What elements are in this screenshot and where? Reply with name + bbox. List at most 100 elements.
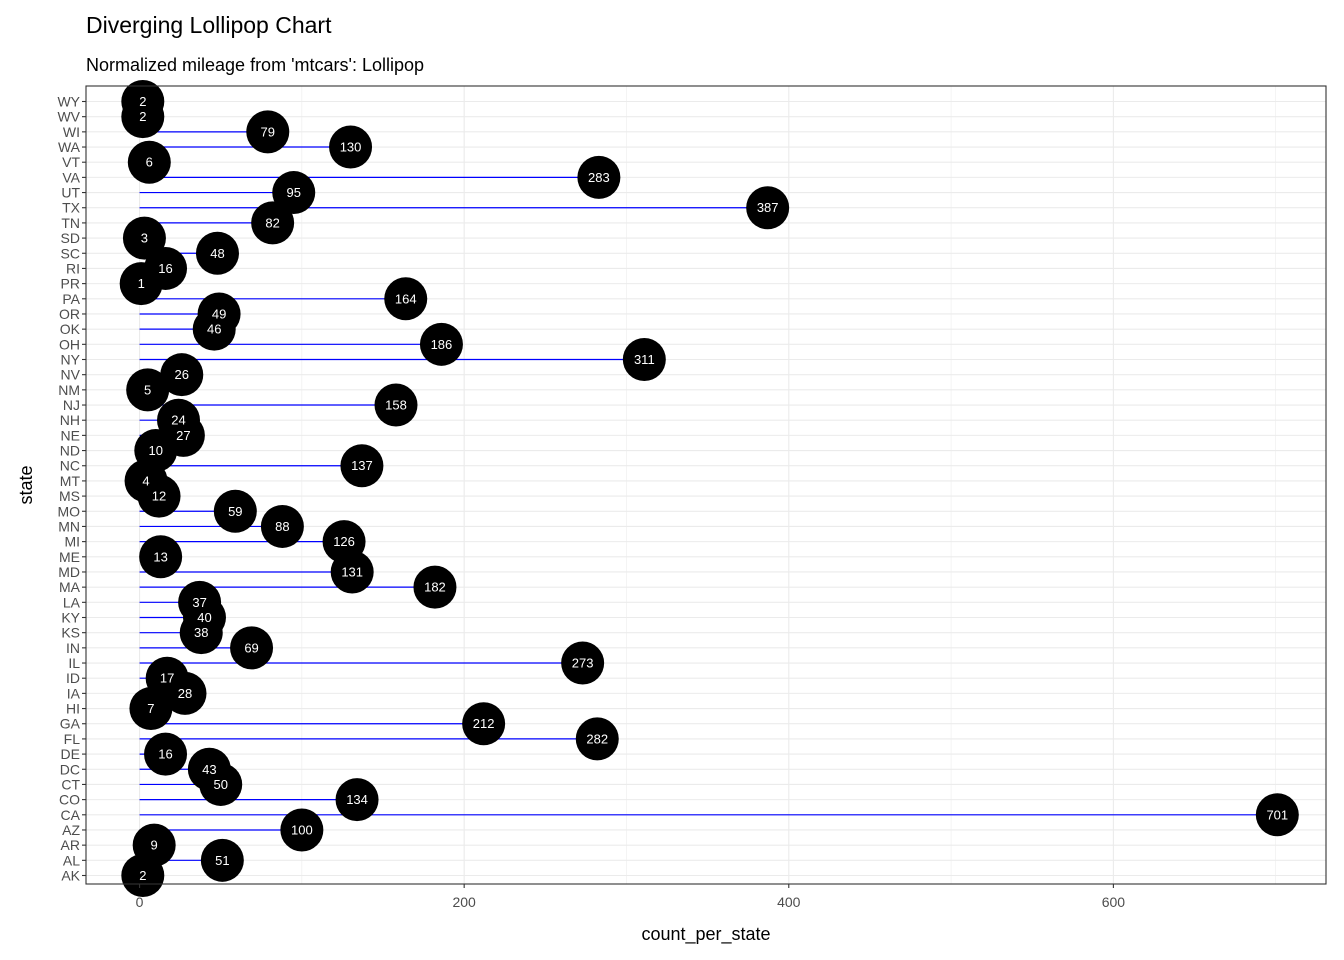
data-label-nh: 24 [171, 413, 185, 428]
lollipop-point-tn [251, 201, 295, 245]
y-tick-label-or: OR [59, 306, 80, 322]
panel-border [85, 85, 1327, 885]
y-tick-label-nc: NC [60, 458, 80, 474]
lollipop-point-nv [160, 353, 204, 397]
y-tick-label-az: AZ [62, 822, 80, 838]
data-label-nd: 10 [149, 443, 163, 458]
data-label-ak: 2 [139, 868, 146, 883]
data-label-tn: 82 [265, 215, 279, 230]
data-label-pr: 1 [138, 276, 145, 291]
lollipop-point-mo [213, 489, 257, 533]
y-tick-label-md: MD [58, 564, 80, 580]
lollipop-point-nc [340, 444, 384, 488]
lollipop-point-az [280, 808, 324, 852]
y-tick-label-mn: MN [58, 518, 80, 534]
y-tick-label-pr: PR [61, 276, 80, 292]
y-tick-label-wv: WV [57, 109, 80, 125]
data-label-vt: 6 [146, 155, 153, 170]
data-label-tx: 387 [757, 200, 779, 215]
y-tick-label-nj: NJ [63, 397, 80, 413]
lollipop-point-wy [121, 80, 165, 123]
y-tick-label-ct: CT [61, 776, 80, 792]
y-tick-label-ak: AK [61, 868, 80, 884]
y-tick-label-ny: NY [61, 352, 81, 368]
y-tick-label-ut: UT [61, 185, 80, 201]
lollipop-point-ga [462, 702, 506, 746]
data-label-mt: 4 [142, 473, 149, 488]
point-layer [119, 80, 1299, 897]
lollipop-point-vt [127, 140, 171, 184]
y-tick-label-nv: NV [61, 367, 81, 383]
x-axis: 0 200 400 600 [136, 884, 1125, 910]
y-tick-label-co: CO [59, 792, 80, 808]
data-label-wi: 79 [261, 124, 275, 139]
lollipop-point-pa [384, 277, 428, 321]
lollipop-point-al [200, 838, 244, 882]
x-tick-label: 0 [136, 894, 144, 910]
y-tick-label-wa: WA [58, 139, 81, 155]
data-label-me: 13 [153, 549, 167, 564]
lollipop-point-nh [157, 398, 201, 442]
data-label-wv: 2 [139, 109, 146, 124]
lollipop-point-id [145, 656, 189, 700]
data-label-sc: 48 [210, 246, 224, 261]
y-tick-label-hi: HI [66, 701, 80, 717]
y-tick-label-ar: AR [61, 837, 80, 853]
data-label-ar: 9 [151, 838, 158, 853]
y-tick-label-oh: OH [59, 336, 80, 352]
label-layer: 2519100701134504316282212728172736938403… [138, 94, 1289, 883]
lollipop-point-wa [329, 125, 373, 169]
data-label-ut: 95 [287, 185, 301, 200]
data-label-de: 16 [158, 747, 172, 762]
data-label-ct: 50 [213, 777, 227, 792]
data-label-ca: 701 [1266, 807, 1288, 822]
data-label-md: 131 [341, 564, 363, 579]
y-tick-label-ok: OK [60, 321, 81, 337]
lollipop-point-oh [419, 322, 463, 366]
y-tick-label-tx: TX [62, 200, 81, 216]
y-tick-label-nd: ND [60, 443, 80, 459]
data-label-ri: 16 [158, 261, 172, 276]
data-label-la: 37 [192, 595, 206, 610]
lollipop-point-ut [272, 171, 316, 215]
y-tick-label-nm: NM [58, 382, 80, 398]
lollipop-point-dc [187, 747, 231, 791]
lollipop-point-va [577, 155, 621, 199]
y-tick-label-ri: RI [66, 260, 80, 276]
chart-title: Diverging Lollipop Chart [86, 12, 332, 38]
data-label-il: 273 [572, 656, 594, 671]
y-tick-label-ia: IA [67, 685, 81, 701]
data-label-az: 100 [291, 822, 313, 837]
y-tick-label-wi: WI [63, 124, 80, 140]
y-tick-label-ca: CA [61, 807, 81, 823]
data-label-in: 69 [244, 640, 258, 655]
lollipop-point-ca [1255, 793, 1299, 837]
data-label-mi: 126 [333, 534, 355, 549]
y-tick-label-fl: FL [64, 731, 81, 747]
data-label-ne: 27 [176, 428, 190, 443]
y-tick-label-ma: MA [59, 579, 81, 595]
stem-layer [139, 100, 1278, 877]
data-label-nv: 26 [175, 367, 189, 382]
data-label-or: 49 [212, 306, 226, 321]
data-label-nj: 158 [385, 398, 407, 413]
lollipop-point-la [178, 580, 222, 624]
y-tick-label-la: LA [63, 594, 81, 610]
data-label-va: 283 [588, 170, 610, 185]
y-tick-label-ks: KS [61, 625, 80, 641]
lollipop-point-wi [246, 110, 290, 154]
data-label-wy: 2 [139, 94, 146, 109]
y-tick-label-wy: WY [57, 94, 80, 110]
data-label-ms: 12 [152, 489, 166, 504]
lollipop-point-in [230, 626, 274, 670]
y-tick-label-va: VA [62, 169, 80, 185]
y-tick-label-me: ME [59, 549, 80, 565]
lollipop-point-mi [322, 520, 366, 564]
data-label-ks: 38 [194, 625, 208, 640]
lollipop-point-sd [122, 216, 166, 260]
lollipop-point-fl [575, 717, 619, 761]
y-tick-label-mt: MT [60, 473, 81, 489]
data-label-fl: 282 [586, 731, 608, 746]
data-label-ny: 311 [634, 352, 655, 367]
y-tick-label-in: IN [66, 640, 80, 656]
